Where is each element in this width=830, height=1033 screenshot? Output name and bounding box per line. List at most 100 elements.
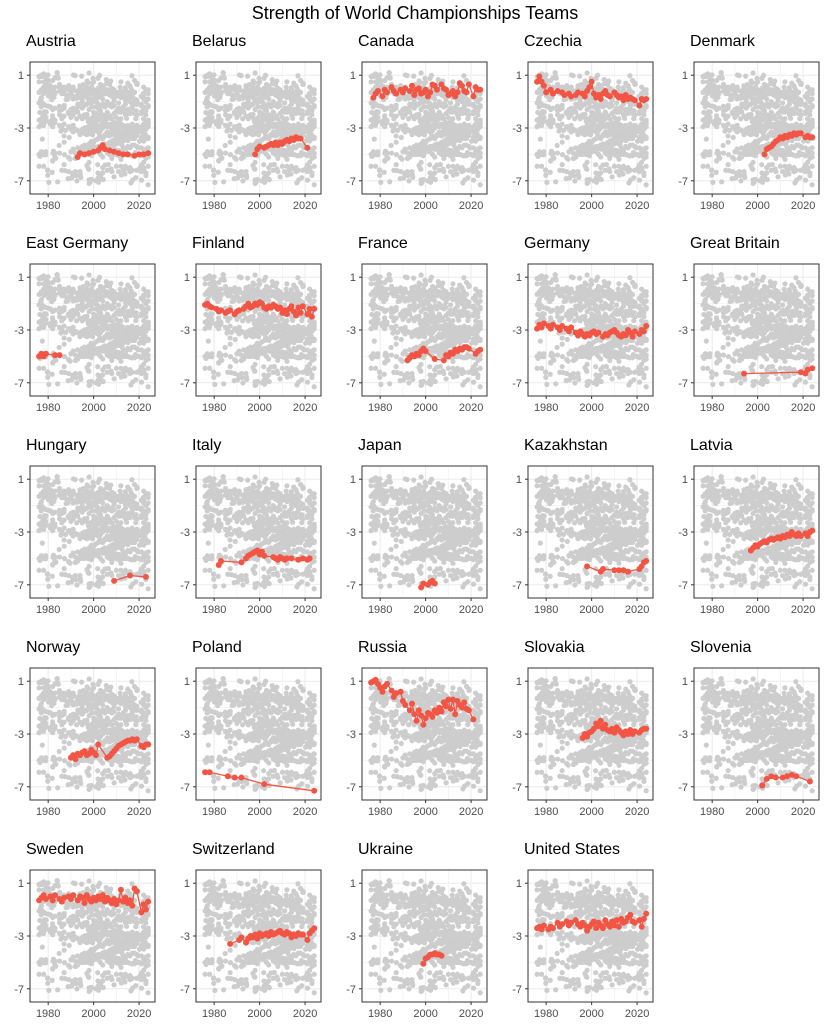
background-point: [461, 153, 467, 159]
x-tick-label: 2000: [579, 200, 603, 212]
background-point: [437, 111, 443, 117]
background-point: [368, 79, 374, 85]
background-point: [388, 142, 394, 149]
data-point: [393, 90, 400, 97]
background-point: [616, 116, 622, 122]
background-point: [598, 154, 604, 160]
background-point: [145, 102, 151, 109]
background-point: [709, 172, 715, 178]
background-point: [118, 281, 124, 287]
x-tick-label: 1980: [202, 200, 226, 212]
background-point: [75, 101, 81, 107]
background-point: [373, 163, 379, 169]
background-point: [251, 165, 257, 171]
background-point: [726, 167, 732, 174]
background-point: [61, 139, 67, 145]
background-point: [110, 141, 116, 147]
background-point: [369, 153, 375, 160]
background-point: [102, 104, 108, 110]
background-point: [547, 106, 554, 112]
background-point: [793, 167, 799, 173]
background-point: [110, 350, 117, 356]
background-point: [700, 79, 706, 85]
background-point: [95, 100, 101, 107]
background-point: [95, 75, 101, 81]
background-point: [63, 96, 69, 103]
background-point: [307, 137, 313, 143]
background-point: [393, 102, 399, 108]
background-point: [782, 151, 788, 157]
background-point: [377, 72, 383, 78]
background-point: [725, 133, 731, 139]
chart-title: Strength of World Championships Teams: [252, 3, 579, 23]
background-point: [309, 99, 315, 105]
data-point: [86, 150, 93, 157]
background-point: [448, 109, 454, 115]
data-point: [115, 150, 122, 157]
background-point: [614, 124, 620, 130]
background-point: [138, 379, 145, 385]
data-point: [77, 150, 83, 157]
background-point: [42, 108, 48, 115]
background-point: [128, 382, 134, 388]
background-point: [50, 124, 56, 130]
background-point: [256, 75, 262, 81]
background-point: [36, 281, 42, 287]
background-point: [84, 111, 90, 117]
data-point: [643, 95, 650, 102]
background-point: [720, 142, 726, 149]
background-point: [750, 131, 756, 137]
y-tick-label: -3: [346, 123, 356, 135]
background-point: [238, 107, 245, 113]
background-point: [750, 87, 757, 93]
background-point: [55, 179, 61, 185]
background-point: [89, 97, 95, 103]
data-point: [586, 84, 593, 91]
data-point: [761, 151, 768, 158]
background-point: [95, 162, 101, 168]
background-point: [793, 153, 799, 159]
background-point: [643, 163, 649, 169]
background-point: [211, 93, 218, 99]
background-point: [61, 289, 67, 295]
background-point: [578, 126, 584, 132]
background-point: [639, 116, 645, 122]
background-point: [256, 80, 262, 86]
background-point: [84, 313, 90, 319]
background-point: [80, 126, 86, 132]
background-point: [307, 127, 313, 133]
background-point: [552, 70, 558, 76]
background-point: [640, 131, 646, 137]
background-point: [466, 132, 472, 139]
data-point: [145, 150, 152, 157]
background-point: [129, 275, 135, 281]
background-point: [786, 85, 792, 91]
background-point: [95, 179, 102, 185]
background-point: [109, 303, 115, 309]
background-point: [79, 289, 85, 295]
background-point: [141, 166, 147, 173]
x-tick-label: 1980: [36, 200, 60, 212]
background-point: [49, 308, 56, 314]
background-point: [743, 87, 749, 93]
background-point: [643, 91, 649, 97]
background-point: [762, 93, 768, 100]
background-point: [809, 102, 815, 109]
background-point: [250, 111, 256, 117]
background-point: [216, 148, 223, 154]
background-point: [267, 85, 273, 92]
background-point: [786, 148, 792, 154]
background-point: [631, 175, 637, 181]
background-point: [406, 95, 412, 101]
background-point: [207, 163, 213, 169]
background-point: [203, 153, 209, 160]
background-point: [93, 312, 99, 319]
background-point: [238, 150, 245, 156]
x-tick-label: 2000: [745, 200, 769, 212]
background-point: [284, 163, 290, 169]
background-point: [306, 105, 312, 112]
background-point: [627, 73, 633, 79]
